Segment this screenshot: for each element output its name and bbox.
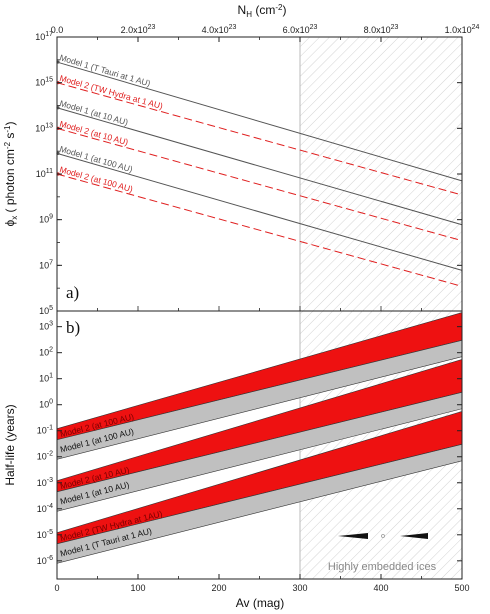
panel-a-shaded-region [300, 37, 462, 311]
b-y-tick-label: 100 [39, 399, 53, 410]
band-model-2-at-100-au [57, 312, 462, 441]
panel-a-label: a) [66, 283, 79, 302]
a-y-tick-label: 1013 [35, 122, 53, 133]
series-line-model-1-t-tauri-at-1-au [56, 61, 463, 182]
a-y-tick-label: 1017 [35, 31, 53, 42]
a-y-tick-label: 105 [39, 305, 53, 316]
a-top-tick-label: 6.0x1023 [283, 24, 318, 35]
b-x-tick-label: 0 [54, 583, 59, 593]
panel-a-top-ticks: 0.0 2.0x1023 4.0x1023 6.0x1023 8.0x1023 1.0x1… [51, 24, 480, 311]
panel-a: Model 1 (T Tauri at 1 AU)Model 2 (TW Hyd… [3, 3, 480, 316]
b-x-tick-label: 400 [373, 583, 388, 593]
b-y-tick-label: 10-3 [37, 477, 53, 488]
a-top-tick-label: 2.0x1023 [121, 24, 156, 35]
band-model-1-at-10-au [57, 391, 462, 512]
b-x-tick-label: 100 [130, 583, 145, 593]
b-y-tick-label: 10-4 [37, 503, 53, 514]
a-top-tick-label: 1.0x1024 [445, 24, 480, 35]
a-y-tick-label: 1011 [36, 168, 53, 179]
b-y-tick-label: 103 [39, 321, 53, 332]
a-y-tick-label: 1015 [35, 77, 53, 88]
band-model-2-at-10-au [57, 359, 462, 493]
a-top-tick-label: 0.0 [51, 25, 64, 35]
series-line-model-2-at-10-au [56, 127, 463, 242]
b-y-tick-label: 102 [39, 347, 53, 358]
band-model-2-tw-hydra-at-1au [57, 411, 462, 545]
b-x-tick-label: 500 [454, 583, 469, 593]
b-y-tick-label: 10-5 [37, 529, 53, 540]
panel-b: Model 2 (at 100 AU)Model 1 (at 100 AU)Mo… [3, 310, 470, 610]
panel-b-bands [57, 312, 462, 564]
a-y-tick-label: 109 [39, 214, 53, 225]
series-line-model-2-at-100-au [56, 173, 463, 287]
panel-b-y-axis-title: Half-life (years) [3, 404, 17, 485]
scale-bar-glyph [338, 533, 428, 539]
b-x-tick-label: 300 [292, 583, 307, 593]
series-line-model-1-at-10-au [56, 107, 463, 226]
series-line-model-2-tw-hydra-at-1-au [56, 82, 463, 196]
b-y-tick-label: 10-2 [37, 451, 53, 462]
b-y-tick-label: 101 [39, 373, 53, 384]
b-y-tick-label: 10-1 [37, 425, 53, 436]
band-model-1-t-tauri-at-1-au [57, 444, 462, 564]
a-y-tick-label: 107 [39, 259, 53, 270]
panel-b-x-ticks: 0 100 200 300 400 500 [54, 574, 470, 593]
panel-b-y-ticks: 10-6 10-5 10-4 10-3 10-2 10-1 100 101 102 103 [37, 321, 462, 566]
embedded-ices-label: Highly embedded ices [328, 561, 437, 573]
a-top-tick-label: 8.0x1023 [364, 24, 399, 35]
panel-a-top-axis-title: NH (cm-2) [238, 3, 287, 19]
b-x-tick-label: 200 [211, 583, 226, 593]
panel-a-y-axis-title: ϕx ( photon cm-2 s-1) [3, 121, 19, 226]
band-model-1-at-100-au [57, 339, 462, 460]
panel-b-label: b) [66, 318, 80, 337]
series-line-model-1-at-100-au [56, 152, 463, 271]
b-y-tick-label: 10-6 [37, 555, 53, 566]
panel-b-x-axis-title: Av (mag) [236, 596, 284, 610]
panel-b-frame [56, 310, 463, 580]
a-top-tick-label: 4.0x1023 [202, 24, 237, 35]
